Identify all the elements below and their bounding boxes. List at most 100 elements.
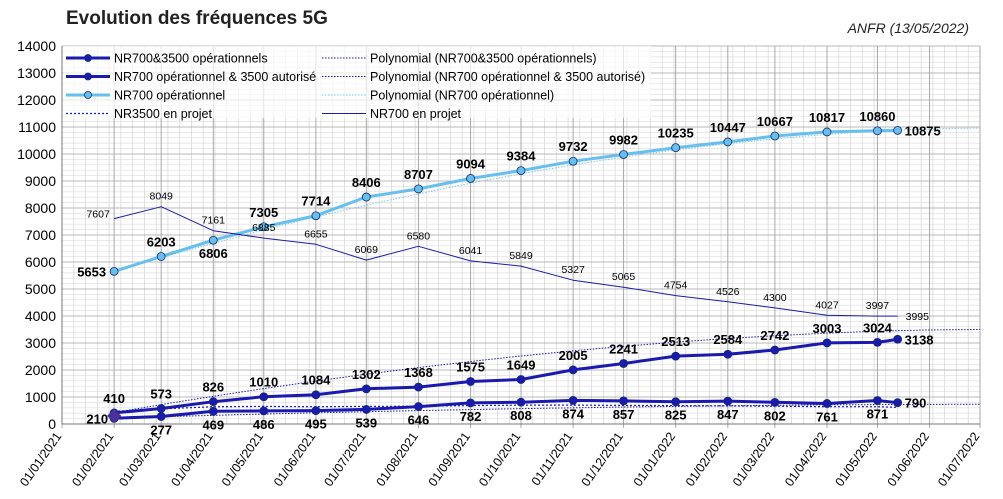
data-label: 10875 <box>905 123 941 138</box>
data-label: 808 <box>510 408 532 423</box>
data-label: 6655 <box>304 228 328 240</box>
data-label: 1649 <box>507 357 536 372</box>
data-point <box>873 396 882 405</box>
data-label: 1010 <box>249 375 278 390</box>
x-tick-label: 01/03/2022 <box>730 430 777 489</box>
y-tick-label: 0 <box>48 416 56 432</box>
y-tick-label: 13000 <box>17 65 56 81</box>
x-tick-label: 01/10/2021 <box>476 430 523 489</box>
series-line <box>113 206 898 317</box>
data-point <box>259 392 269 402</box>
data-label: 8707 <box>404 167 433 182</box>
x-tick-label: 01/06/2022 <box>885 430 932 489</box>
data-label: 782 <box>460 409 482 424</box>
data-label: 4027 <box>815 299 839 311</box>
data-point <box>893 334 903 344</box>
y-tick-label: 12000 <box>17 92 56 108</box>
data-point <box>109 266 119 276</box>
data-label: 6041 <box>459 245 483 257</box>
data-label: 6069 <box>355 244 379 256</box>
data-point <box>822 338 832 348</box>
x-tick-label: 01/08/2021 <box>374 430 421 489</box>
data-label: 2241 <box>609 341 638 356</box>
data-point <box>208 406 218 416</box>
data-label: 790 <box>905 396 927 411</box>
legend-marker <box>84 54 92 62</box>
data-point <box>770 345 780 355</box>
x-tick-label: 01/06/2021 <box>271 430 318 489</box>
data-label: 6580 <box>407 230 431 242</box>
data-point <box>568 156 578 166</box>
x-tick-label: 01/03/2021 <box>116 430 163 489</box>
data-label: 8406 <box>352 175 381 190</box>
data-label: 9094 <box>456 156 486 171</box>
data-point <box>516 397 526 407</box>
data-label: 2005 <box>559 348 588 363</box>
data-point <box>619 150 628 159</box>
data-label: 2584 <box>713 332 743 347</box>
y-tick-label: 7000 <box>25 227 56 243</box>
data-label: 9384 <box>507 149 537 164</box>
data-label: 1302 <box>352 367 381 382</box>
data-point <box>259 222 269 232</box>
data-label: 9732 <box>559 139 588 154</box>
data-label: 5327 <box>561 264 585 276</box>
data-label: 3024 <box>863 320 893 335</box>
data-label: 2742 <box>760 328 789 343</box>
trendline <box>114 403 980 419</box>
data-label: 826 <box>202 380 224 395</box>
data-point <box>822 127 832 137</box>
data-point <box>723 349 733 359</box>
legend-box <box>63 46 651 118</box>
data-point <box>671 351 681 361</box>
chart-title: Evolution des fréquences 5G <box>66 8 328 29</box>
data-label: 857 <box>613 407 635 422</box>
y-tick-label: 11000 <box>18 119 56 135</box>
x-tick-label: 01/05/2022 <box>833 430 880 489</box>
data-point <box>770 397 780 407</box>
data-point <box>873 337 882 347</box>
data-label: 8049 <box>150 191 174 203</box>
data-label: 5849 <box>509 250 533 262</box>
y-tick-label: 14000 <box>17 38 56 54</box>
y-tick-label: 2000 <box>25 362 56 378</box>
data-label: 10860 <box>859 109 895 124</box>
data-point <box>671 397 681 407</box>
legend-label: NR700 en projet <box>370 107 462 121</box>
data-label: 761 <box>816 409 838 424</box>
data-label: 486 <box>253 417 275 432</box>
data-point <box>873 126 882 136</box>
data-point <box>568 365 578 375</box>
data-point <box>156 252 166 261</box>
y-tick-label: 1000 <box>25 389 56 405</box>
data-point <box>619 396 628 406</box>
data-point <box>208 235 218 245</box>
x-tick-label: 01/05/2021 <box>219 430 266 489</box>
data-point <box>723 396 733 406</box>
data-label: 277 <box>150 423 172 438</box>
legend-label: Polynomial (NR700 opérationnel) <box>370 89 554 103</box>
data-point <box>893 125 903 135</box>
data-label: 1084 <box>301 373 331 388</box>
data-label: 6806 <box>199 246 228 261</box>
data-point <box>311 406 321 416</box>
data-label: 7714 <box>301 194 331 209</box>
data-label: 7305 <box>249 205 278 220</box>
data-labels: 5653 6203 6806 7305 7714 8406 8707 9094 9384 9732… <box>77 109 941 438</box>
trendline <box>113 127 981 272</box>
data-label: 1368 <box>404 365 433 380</box>
chart-source: ANFR (13/05/2022) <box>847 20 969 36</box>
legend-marker <box>84 72 92 81</box>
data-point <box>822 399 832 408</box>
y-tick-label: 9000 <box>25 173 56 189</box>
series <box>107 125 981 424</box>
data-label: 874 <box>562 406 584 421</box>
data-label: 10817 <box>809 110 845 125</box>
data-point <box>414 382 423 392</box>
y-tick-label: 10000 <box>17 146 56 162</box>
x-tick-label: 01/04/2022 <box>782 430 829 489</box>
start-marker <box>107 408 122 424</box>
y-tick-label: 5000 <box>25 281 56 297</box>
data-point <box>723 137 733 147</box>
